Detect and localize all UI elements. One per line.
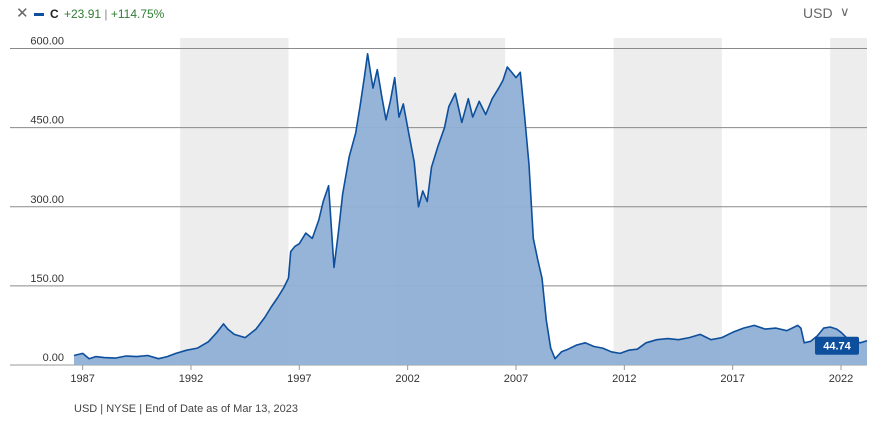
y-axis: 0.00 150.00 300.00 450.00 600.00: [30, 36, 64, 364]
price-area: [73, 53, 868, 366]
x-tick-label-7: 2022: [829, 373, 853, 385]
y-tick-label-0: 0.00: [43, 352, 64, 364]
shaded-band-2: [613, 38, 722, 365]
series-swatch: [34, 13, 44, 16]
price-chart: 0.00 150.00 300.00 450.00 600.00 1987 1992 199…: [0, 30, 882, 395]
last-value-badge: [815, 336, 859, 355]
x-tick-label-0: 1987: [70, 373, 94, 385]
currency-selector[interactable]: USD: [803, 5, 833, 21]
x-tick-label-1: 1992: [179, 373, 203, 385]
x-tick-label-3: 2002: [395, 373, 419, 385]
x-tick-label-4: 2007: [504, 373, 528, 385]
shaded-band-3: [830, 38, 867, 365]
price-change: +23.91 | +114.75%: [64, 7, 164, 21]
x-tick-label-2: 1997: [287, 373, 311, 385]
series-area-fill: [74, 53, 867, 366]
last-value-label: 44.74: [823, 341, 851, 353]
change-separator: |: [104, 7, 108, 21]
chart-footnote: USD | NYSE | End of Date as of Mar 13, 2…: [74, 403, 298, 415]
x-axis: 1987 1992 1997 2002 2007 2012 2017 2022: [70, 365, 853, 385]
series-line: [73, 53, 868, 360]
y-tick-label-3: 450.00: [30, 115, 64, 127]
chart-svg: 0.00 150.00 300.00 450.00 600.00 1987 1992 199…: [10, 36, 868, 385]
close-icon[interactable]: ✕: [16, 5, 29, 22]
change-absolute: +23.91: [64, 7, 102, 21]
change-percent: +114.75%: [110, 7, 165, 21]
y-tick-label-1: 150.00: [30, 273, 64, 285]
y-tick-label-2: 300.00: [30, 194, 64, 206]
ticker-label: C: [50, 7, 59, 21]
x-tick-label-5: 2012: [612, 373, 636, 385]
chart-header: ✕ C +23.91 | +114.75% USD ∨: [0, 0, 882, 30]
chevron-down-icon[interactable]: ∨: [840, 4, 850, 19]
last-value-marker: 44.74: [815, 336, 859, 355]
y-tick-label-4: 600.00: [30, 36, 64, 48]
x-tick-label-6: 2017: [720, 373, 744, 385]
